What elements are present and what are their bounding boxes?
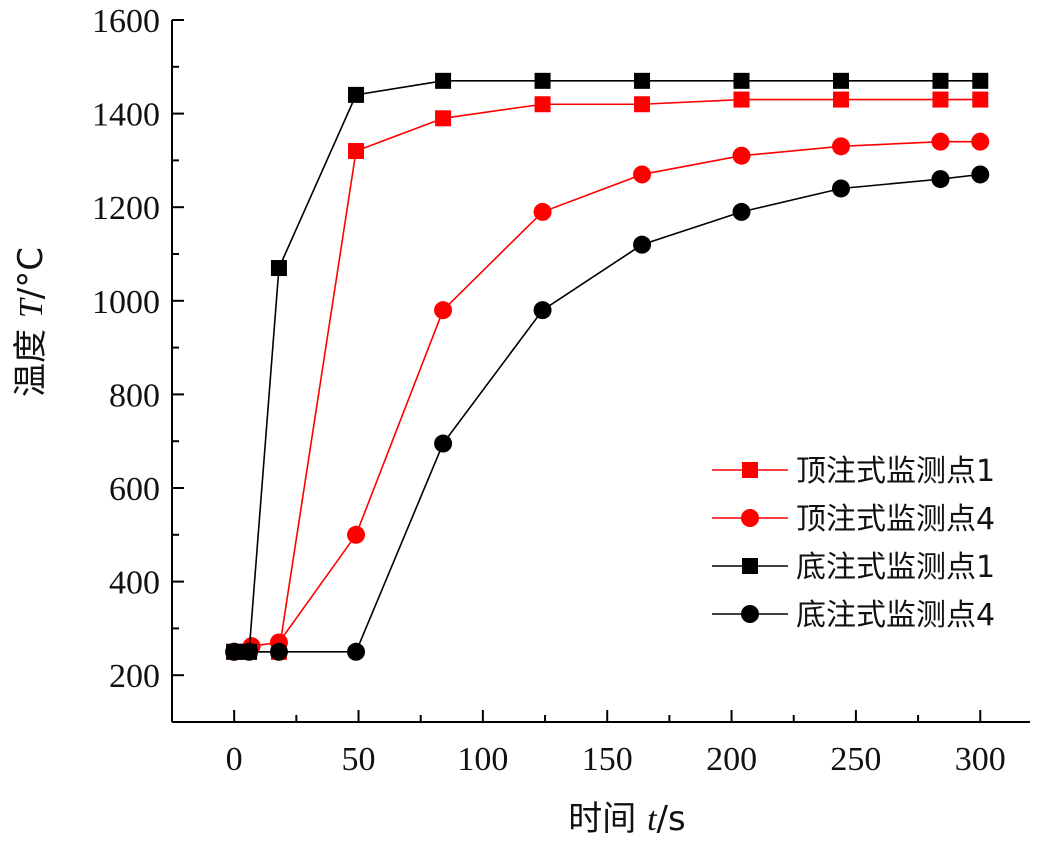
legend-entry: 底注式监测点1: [712, 550, 995, 585]
data-point: [634, 96, 651, 113]
x-tick-label: 200: [706, 741, 757, 778]
data-point: [733, 72, 750, 89]
data-point: [971, 132, 990, 151]
data-point: [971, 165, 990, 184]
legend-swatch-marker: [742, 462, 758, 478]
legend-swatch-marker: [741, 605, 759, 623]
x-tick-label: 0: [226, 741, 243, 778]
data-point: [972, 72, 989, 89]
y-tick-label: 800: [109, 377, 160, 414]
data-point: [633, 165, 652, 184]
data-point: [732, 202, 751, 221]
x-tick-label: 150: [582, 741, 633, 778]
data-point: [533, 301, 552, 320]
data-point: [633, 235, 652, 254]
data-point: [347, 642, 366, 661]
legend-swatch-marker: [742, 558, 758, 574]
legend-label: 底注式监测点1: [796, 550, 995, 585]
data-point: [534, 96, 551, 113]
y-axis-title: 温度 T/°C: [11, 247, 51, 397]
data-point: [832, 72, 849, 89]
x-tick-label: 50: [342, 741, 376, 778]
legend-label: 底注式监测点4: [796, 598, 995, 633]
data-point: [269, 642, 288, 661]
data-point: [270, 260, 287, 277]
data-point: [972, 91, 989, 108]
legend-label: 顶注式监测点4: [796, 502, 995, 537]
y-tick-label: 600: [109, 471, 160, 508]
data-point: [932, 72, 949, 89]
data-point: [732, 146, 751, 165]
data-point: [434, 434, 453, 453]
series-layer: [225, 72, 990, 661]
data-point: [240, 642, 259, 661]
data-point: [434, 301, 453, 320]
y-tick-label: 200: [109, 658, 160, 695]
data-point: [931, 170, 950, 189]
y-tick-label: 1400: [92, 97, 160, 134]
data-point: [348, 86, 365, 103]
data-point: [533, 202, 552, 221]
data-point: [348, 143, 365, 160]
data-point: [634, 72, 651, 89]
data-point: [832, 91, 849, 108]
data-point: [435, 72, 452, 89]
legend-entry: 顶注式监测点4: [712, 502, 995, 537]
series-4: [225, 165, 990, 661]
legend-entry: 底注式监测点4: [712, 598, 995, 633]
data-point: [435, 110, 452, 127]
legend-entry: 顶注式监测点1: [712, 454, 995, 489]
data-point: [932, 91, 949, 108]
x-axis-title: 时间 t/s: [568, 799, 685, 839]
data-point: [347, 525, 366, 544]
data-point: [733, 91, 750, 108]
data-point: [831, 179, 850, 198]
x-tick-label: 250: [830, 741, 881, 778]
data-point: [534, 72, 551, 89]
y-tick-label: 1600: [92, 3, 160, 40]
legend-label: 顶注式监测点1: [796, 454, 995, 489]
data-point: [225, 642, 244, 661]
x-tick-label: 300: [955, 741, 1006, 778]
data-point: [931, 132, 950, 151]
y-tick-label: 1000: [92, 284, 160, 321]
data-point: [831, 137, 850, 156]
legend: 顶注式监测点1 顶注式监测点4 底注式监测点1 底注式监测点4: [712, 454, 995, 633]
legend-swatch-marker: [741, 509, 759, 527]
y-tick-label: 400: [109, 565, 160, 602]
y-tick-label: 1200: [92, 190, 160, 227]
x-tick-label: 100: [457, 741, 508, 778]
axes: 200 400 600 800 1000 1200 1400 1600 0 50 100 150 200…: [92, 3, 1030, 778]
